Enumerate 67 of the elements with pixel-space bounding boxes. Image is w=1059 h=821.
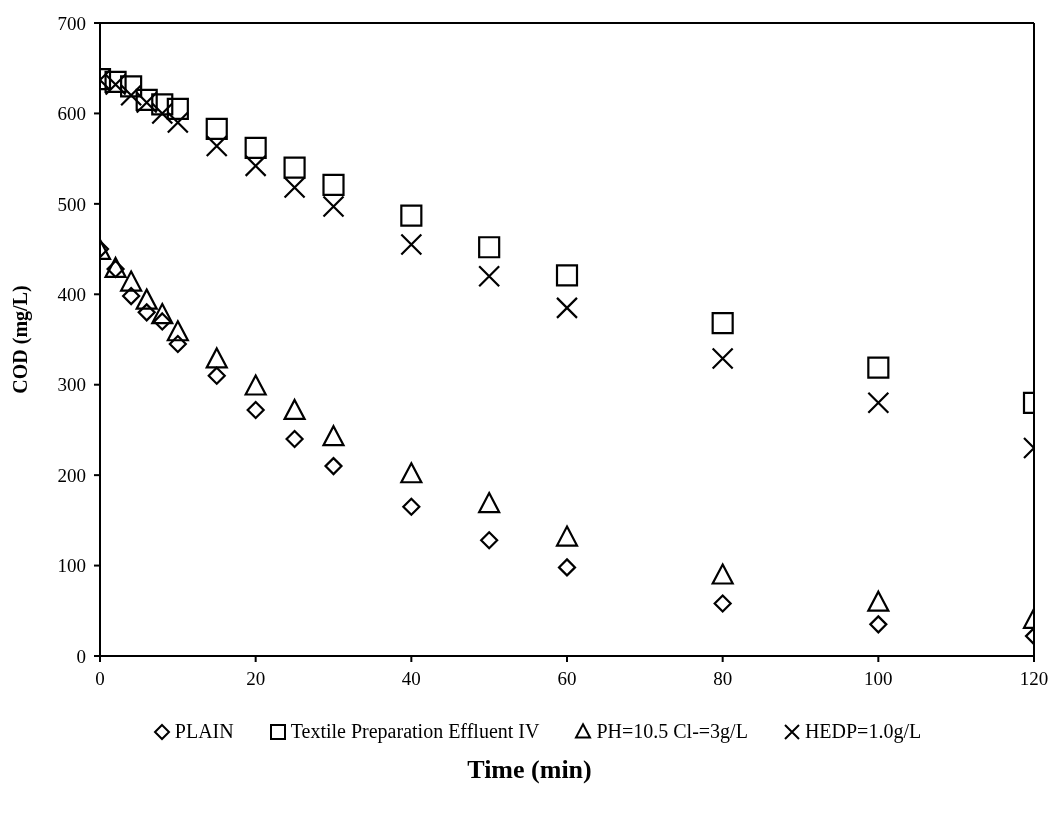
point (283, 176, 306, 199)
x-tick-label: 100 (864, 668, 893, 690)
legend-label: HEDP=1.0g/L (804, 720, 922, 743)
point (478, 236, 501, 259)
point (205, 117, 228, 140)
point (867, 356, 890, 379)
point (555, 525, 579, 547)
point (244, 154, 267, 177)
point (867, 590, 890, 612)
y-tick-label: 500 (57, 193, 86, 215)
point (555, 264, 579, 287)
point (322, 425, 345, 447)
point (324, 457, 343, 476)
point (478, 265, 501, 288)
legend-label: PH=10.5 Cl-=3g/L (596, 720, 748, 743)
point (120, 75, 143, 98)
point (557, 558, 577, 577)
y-tick-label: 600 (57, 103, 86, 125)
point (478, 491, 501, 514)
x-tick-label: 80 (713, 668, 733, 690)
legend-label: Textile Preparation Effluent IV (290, 720, 540, 743)
point (166, 320, 189, 342)
point (400, 233, 423, 256)
point (867, 391, 890, 414)
legend-label: PLAIN (174, 720, 234, 743)
point (713, 594, 732, 613)
point (555, 296, 579, 319)
y-tick-label: 400 (57, 284, 86, 306)
point (711, 312, 734, 335)
point (135, 288, 158, 310)
x-axis-title: Time (min) (466, 755, 593, 785)
point (402, 497, 421, 516)
y-axis-title: COD (mg/L) (9, 285, 33, 394)
point (205, 347, 228, 369)
y-tick-label: 300 (57, 374, 86, 396)
point (207, 366, 226, 385)
point (711, 563, 734, 585)
point (322, 173, 345, 196)
point (246, 400, 265, 420)
y-tick-label: 0 (76, 645, 86, 667)
point (869, 615, 888, 634)
point (205, 134, 228, 158)
point (151, 302, 174, 325)
x-tick-label: 0 (95, 668, 105, 690)
point (283, 156, 306, 179)
point (711, 347, 734, 370)
x-tick-label: 60 (557, 668, 577, 690)
point (322, 195, 345, 218)
point (480, 531, 499, 550)
point (120, 270, 143, 292)
point (285, 429, 304, 449)
x-tick-label: 40 (401, 668, 421, 690)
point (166, 97, 189, 121)
point (168, 334, 187, 354)
y-tick-label: 700 (57, 12, 86, 34)
point (244, 136, 267, 159)
point (151, 93, 174, 116)
point (137, 303, 156, 322)
x-tick-label: 20 (246, 668, 266, 690)
y-tick-label: 200 (57, 464, 86, 486)
x-tick-label: 120 (1019, 668, 1049, 690)
y-tick-label: 100 (57, 555, 86, 577)
point (283, 398, 306, 421)
point (400, 204, 423, 227)
point (244, 374, 267, 396)
point (400, 462, 423, 484)
point (122, 286, 141, 306)
